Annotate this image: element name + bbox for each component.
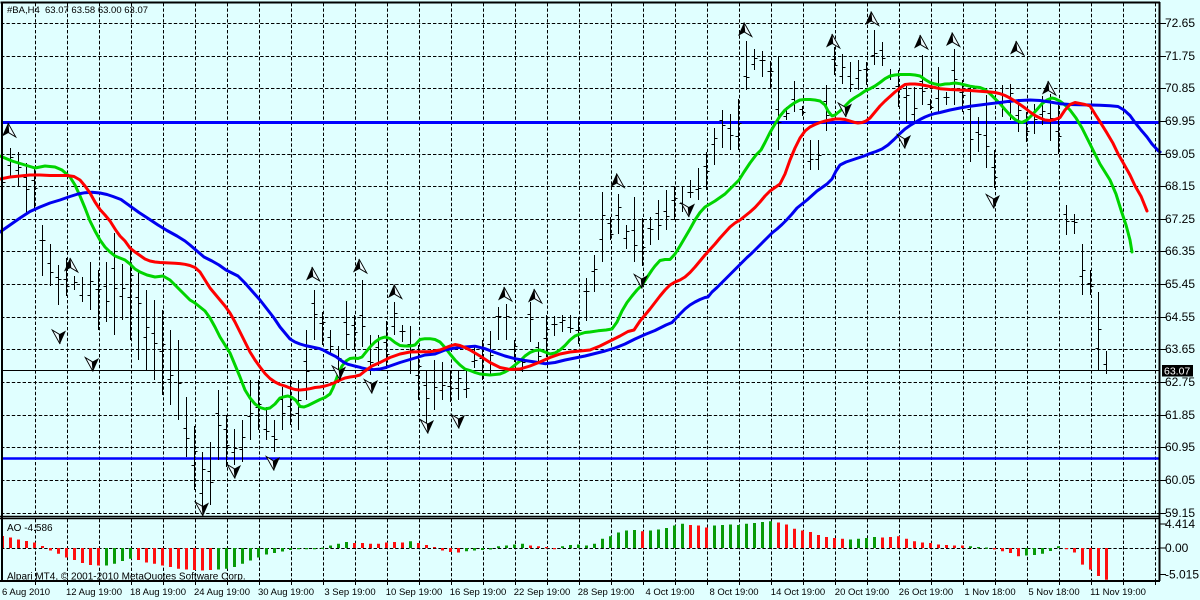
svg-text:22 Sep 19:00: 22 Sep 19:00 — [514, 587, 571, 598]
svg-text:24 Aug 19:00: 24 Aug 19:00 — [194, 587, 250, 598]
svg-text:14 Oct 19:00: 14 Oct 19:00 — [771, 587, 825, 598]
svg-text:12 Aug 19:00: 12 Aug 19:00 — [66, 587, 122, 598]
svg-text:-5.015: -5.015 — [1165, 568, 1199, 582]
svg-text:61.85: 61.85 — [1165, 408, 1195, 422]
svg-text:67.25: 67.25 — [1165, 212, 1195, 226]
svg-text:1 Nov 18:00: 1 Nov 18:00 — [964, 587, 1015, 598]
svg-text:3 Sep 19:00: 3 Sep 19:00 — [324, 587, 375, 598]
svg-text:60.05: 60.05 — [1165, 473, 1195, 487]
svg-text:28 Sep 19:00: 28 Sep 19:00 — [578, 587, 635, 598]
svg-text:16 Sep 19:00: 16 Sep 19:00 — [450, 587, 507, 598]
svg-text:#BA,H4 63.07 63.58 63.00 63.0: #BA,H4 63.07 63.58 63.00 63.07 — [7, 5, 148, 16]
svg-text:Alpari MT4, © 2001-2010 MetaQu: Alpari MT4, © 2001-2010 MetaQuotes Softw… — [7, 572, 246, 583]
svg-text:63.07: 63.07 — [1164, 366, 1190, 378]
svg-text:68.15: 68.15 — [1165, 179, 1195, 193]
svg-text:71.75: 71.75 — [1165, 49, 1195, 63]
svg-text:5 Nov 18:00: 5 Nov 18:00 — [1028, 587, 1079, 598]
svg-text:26 Oct 19:00: 26 Oct 19:00 — [899, 587, 953, 598]
svg-text:64.55: 64.55 — [1165, 310, 1195, 324]
svg-text:18 Aug 19:00: 18 Aug 19:00 — [130, 587, 186, 598]
svg-text:70.85: 70.85 — [1165, 81, 1195, 95]
svg-text:8 Oct 19:00: 8 Oct 19:00 — [709, 587, 758, 598]
svg-text:66.35: 66.35 — [1165, 244, 1195, 258]
svg-text:4 Oct 19:00: 4 Oct 19:00 — [645, 587, 694, 598]
svg-text:6 Aug 2010: 6 Aug 2010 — [2, 587, 50, 598]
svg-text:60.95: 60.95 — [1165, 440, 1195, 454]
svg-text:72.65: 72.65 — [1165, 16, 1195, 30]
svg-text:11 Nov 19:00: 11 Nov 19:00 — [1090, 587, 1146, 598]
svg-text:20 Oct 19:00: 20 Oct 19:00 — [835, 587, 889, 598]
svg-text:62.75: 62.75 — [1165, 375, 1195, 389]
svg-text:10 Sep 19:00: 10 Sep 19:00 — [386, 587, 443, 598]
svg-text:63.65: 63.65 — [1165, 342, 1195, 356]
svg-text:30 Aug 19:00: 30 Aug 19:00 — [258, 587, 314, 598]
svg-text:0.00: 0.00 — [1165, 541, 1189, 555]
svg-text:AO -4.586: AO -4.586 — [7, 523, 53, 534]
svg-text:4.414: 4.414 — [1165, 517, 1195, 531]
svg-text:69.05: 69.05 — [1165, 147, 1195, 161]
svg-text:69.95: 69.95 — [1165, 114, 1195, 128]
svg-text:59.15: 59.15 — [1165, 506, 1195, 520]
svg-text:65.45: 65.45 — [1165, 277, 1195, 291]
